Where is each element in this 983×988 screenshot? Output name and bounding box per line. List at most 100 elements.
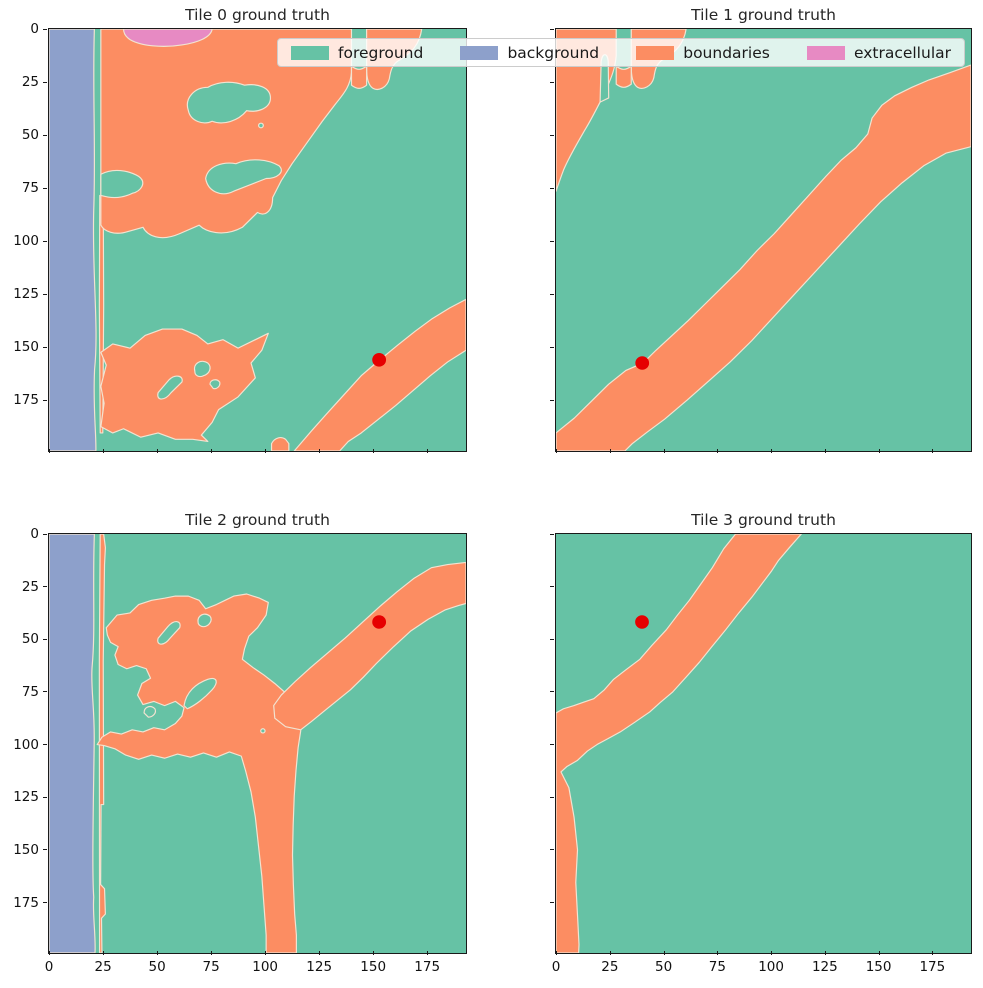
y-tick-mark — [43, 134, 47, 136]
y-tick-label: 75 — [21, 180, 39, 197]
x-tick-mark — [373, 449, 375, 453]
x-tick-mark — [556, 449, 558, 453]
x-tick-label: 125 — [811, 959, 838, 975]
x-tick-mark — [717, 951, 719, 955]
y-tick-label: 0 — [30, 21, 39, 38]
sample-point-marker — [635, 615, 649, 629]
y-tick-mark — [43, 240, 47, 242]
x-tick-mark — [265, 449, 267, 453]
y-tick-mark — [550, 187, 554, 189]
y-tick-label: 150 — [13, 841, 39, 858]
tile-1-segmentation-canvas — [556, 29, 971, 451]
x-tick-mark — [771, 449, 773, 453]
y-tick-mark — [43, 586, 47, 588]
region-cluster-hole-dot — [260, 728, 266, 734]
y-tick-label: 50 — [21, 631, 39, 648]
y-tick-label: 125 — [13, 789, 39, 806]
y-tick-mark — [43, 346, 47, 348]
y-tick-mark — [43, 28, 47, 30]
region-mass-hole-dot — [257, 122, 264, 129]
sample-point-marker — [635, 356, 650, 370]
x-tick-label: 100 — [252, 959, 279, 975]
x-tick-mark — [427, 449, 429, 453]
foreground-region — [556, 534, 971, 953]
y-tick-mark — [550, 533, 554, 535]
y-tick-label: 175 — [13, 392, 39, 409]
x-tick-mark — [717, 449, 719, 453]
foreground-swatch-icon — [291, 45, 329, 60]
y-tick-mark — [43, 796, 47, 798]
y-tick-mark — [550, 638, 554, 640]
y-tick-label: 25 — [21, 578, 39, 595]
y-tick-label: 150 — [13, 339, 39, 356]
x-tick-mark — [49, 449, 51, 453]
y-tick-mark — [43, 691, 47, 693]
x-tick-label: 50 — [148, 959, 166, 975]
y-tick-mark — [550, 134, 554, 136]
y-tick-mark — [43, 849, 47, 851]
y-tick-label: 175 — [13, 894, 39, 911]
x-tick-label: 0 — [551, 959, 561, 975]
x-tick-mark — [824, 951, 826, 955]
region-diagonal-band — [293, 298, 466, 451]
region-cluster-hole-2 — [193, 360, 211, 378]
y-tick-mark — [550, 240, 554, 242]
region-cluster-hole-3 — [143, 705, 156, 718]
region-mass-hole-1 — [186, 81, 272, 124]
region-bottom-edge-piece — [270, 437, 290, 451]
legend: foreground background boundaries extrace… — [277, 38, 965, 67]
x-tick-mark — [103, 951, 105, 955]
region-diagonal-band — [556, 64, 971, 451]
x-tick-mark — [211, 951, 213, 955]
x-tick-label: 75 — [708, 959, 726, 975]
tile-2-title: Tile 2 ground truth — [185, 511, 330, 529]
x-tick-label: 50 — [654, 959, 673, 975]
legend-label: foreground — [338, 43, 424, 62]
y-tick-mark — [550, 399, 554, 401]
tile-3-plot: 0 25 50 75 100 125 150 175 — [550, 533, 972, 975]
y-tick-mark — [43, 81, 47, 83]
y-tick-mark — [43, 902, 47, 904]
region-background-band — [49, 534, 96, 953]
x-tick-mark — [157, 951, 159, 955]
x-tick-label: 150 — [865, 959, 892, 975]
region-slot-bridge — [350, 65, 368, 89]
y-tick-mark — [550, 28, 554, 30]
y-tick-mark — [43, 187, 47, 189]
x-tick-mark — [373, 951, 375, 955]
legend-label: background — [507, 43, 600, 62]
y-tick-label: 100 — [13, 233, 39, 250]
tile-0-title: Tile 0 ground truth — [185, 6, 330, 24]
y-tick-mark — [550, 849, 554, 851]
x-tick-label: 0 — [44, 959, 54, 975]
y-tick-mark — [43, 533, 47, 535]
x-tick-label: 175 — [919, 959, 946, 975]
x-tick-label: 25 — [94, 959, 112, 975]
tile-1-plot — [550, 28, 972, 453]
x-tick-mark — [663, 951, 665, 955]
y-tick-mark — [43, 744, 47, 746]
x-tick-mark — [49, 951, 51, 955]
y-tick-mark — [550, 586, 554, 588]
x-tick-mark — [878, 951, 880, 955]
background-swatch-icon — [460, 45, 499, 60]
region-cluster-hole-1 — [157, 375, 183, 400]
x-tick-mark — [319, 449, 321, 453]
y-tick-label: 50 — [21, 127, 39, 144]
tile-2-plot: 0 25 50 75 100 125 150 175 0 25 50 75 100 125 150 175 — [13, 526, 467, 975]
x-tick-mark — [932, 951, 934, 955]
x-tick-mark — [556, 951, 558, 955]
region-mass-left-notch — [100, 169, 144, 199]
region-lower-left-cluster — [100, 328, 269, 443]
x-tick-mark — [265, 951, 267, 955]
y-tick-mark — [550, 346, 554, 348]
y-tick-mark — [550, 691, 554, 693]
x-tick-label: 175 — [414, 959, 441, 975]
x-tick-mark — [157, 449, 159, 453]
x-tick-mark — [427, 951, 429, 955]
y-tick-mark — [550, 902, 554, 904]
legend-item-extracellular: extracellular — [806, 44, 951, 62]
sample-point-marker — [372, 615, 387, 629]
x-tick-mark — [824, 449, 826, 453]
